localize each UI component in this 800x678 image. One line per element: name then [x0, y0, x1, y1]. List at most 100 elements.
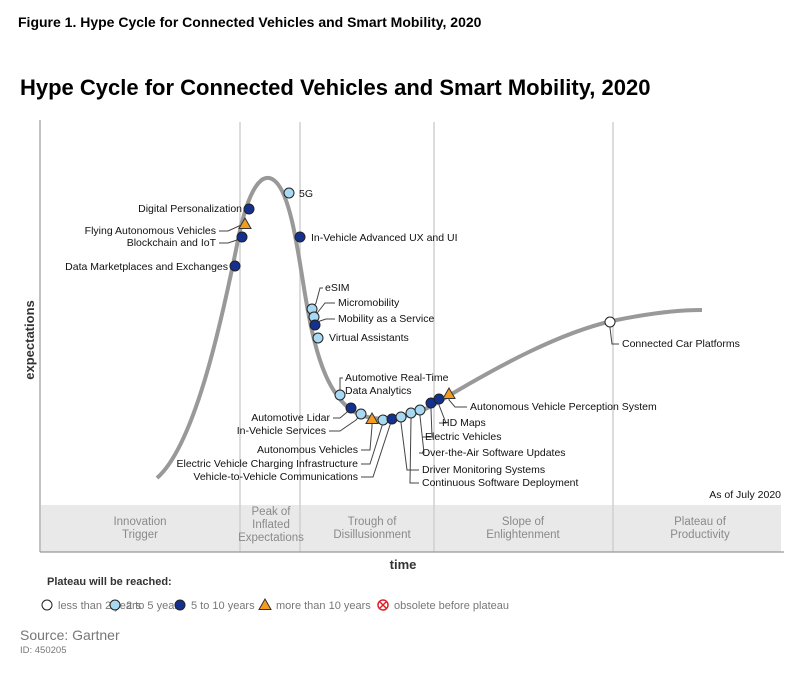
- phase-label: Slope of Enlightenment: [486, 516, 560, 541]
- technology-label: Electric Vehicle Charging Infrastructure: [177, 458, 359, 470]
- technology-item: Autonomous Vehicles: [257, 411, 379, 456]
- document-id: ID: 450205: [20, 645, 66, 656]
- marker-2to5-icon: [283, 187, 295, 199]
- technology-item: Electric Vehicle Charging Infrastructure: [177, 414, 389, 470]
- phase-labels: Innovation Trigger Peak of Inflated Expectat…: [113, 506, 730, 544]
- legend-label: 5 to 10 years: [191, 600, 255, 612]
- marker-5to10-icon: [386, 413, 398, 425]
- technology-label: Automotive Real-Time Data Analytics: [345, 372, 449, 397]
- legend-circle-icon: [109, 599, 121, 611]
- marker-2to5-icon: [405, 407, 417, 419]
- legend-item: 5 to 10 years: [174, 599, 255, 612]
- technology-label: Automotive Lidar: [251, 412, 330, 424]
- marker-2to5-icon: [312, 332, 324, 344]
- leader-line: [409, 413, 419, 484]
- technology-label: eSIM: [325, 282, 350, 294]
- technology-label: HD Maps: [442, 417, 486, 429]
- technology-label: Data Marketplaces and Exchanges: [65, 261, 228, 273]
- technology-item: In-Vehicle Advanced UX and UI: [294, 231, 458, 244]
- technology-item: 5G: [283, 187, 313, 200]
- legend-label: less than 2 years: [58, 600, 142, 612]
- phase-label: Peak of Inflated Expectations: [238, 506, 304, 544]
- technology-item: HD Maps: [433, 393, 486, 429]
- phase-dividers: [239, 122, 614, 552]
- marker-2to5-icon: [395, 411, 407, 423]
- technology-item: Autonomous Vehicle Perception System: [442, 386, 657, 413]
- technology-label: Digital Personalization: [138, 203, 242, 215]
- source-text: Source: Gartner: [20, 627, 120, 643]
- legend-circle-icon: [41, 599, 53, 611]
- marker-2to5-icon: [377, 414, 389, 426]
- phase-label: Plateau of Productivity: [670, 516, 730, 541]
- legend-triangle-icon: [258, 597, 272, 610]
- technology-label: Micromobility: [338, 297, 400, 309]
- phase-label: Trough of Disillusionment: [333, 516, 411, 541]
- marker-gt10-icon: [365, 411, 379, 424]
- marker-5to10-icon: [229, 260, 241, 272]
- marker-5to10-icon: [243, 203, 255, 215]
- marker-gt10-icon: [238, 216, 252, 229]
- legend-item: obsolete before plateau: [377, 599, 509, 612]
- technology-label: Virtual Assistants: [329, 332, 409, 344]
- technology-item: Flying Autonomous Vehicles: [85, 216, 252, 237]
- phase-band: [41, 505, 781, 552]
- leader-line: [361, 418, 393, 478]
- phase-label: Innovation Trigger: [113, 516, 166, 541]
- technology-item: Data Marketplaces and Exchanges: [65, 260, 241, 273]
- technology-label: 5G: [299, 188, 313, 200]
- technology-item: eSIM: [306, 282, 350, 315]
- marker-2to5-icon: [334, 389, 346, 401]
- technology-item: Automotive Real-Time Data Analytics: [334, 372, 449, 401]
- technology-label: Blockchain and IoT: [127, 237, 217, 249]
- technology-item: Electric Vehicles: [425, 397, 501, 443]
- legend-label: 2 to 5 years: [126, 600, 184, 612]
- technology-label: Autonomous Vehicle Perception System: [470, 401, 657, 413]
- technology-item: In-Vehicle Services: [237, 408, 367, 437]
- technology-label: Vehicle-to-Vehicle Communications: [193, 471, 358, 483]
- technology-label: Mobility as a Service: [338, 313, 434, 325]
- chart-title: Hype Cycle for Connected Vehicles and Sm…: [20, 75, 650, 100]
- technology-label: Over-the-Air Software Updates: [422, 447, 566, 459]
- figure-caption: Figure 1. Hype Cycle for Connected Vehic…: [18, 14, 482, 30]
- technology-item: Digital Personalization: [138, 203, 255, 215]
- marker-5to10-icon: [309, 319, 321, 331]
- technology-label: Connected Car Platforms: [622, 338, 740, 350]
- technology-item: Continuous Software Deployment: [405, 407, 579, 489]
- marker-gt10-icon: [442, 386, 456, 399]
- legend-title: Plateau will be reached:: [47, 576, 172, 588]
- technology-label: In-Vehicle Advanced UX and UI: [311, 232, 458, 244]
- x-axis-label: time: [390, 557, 417, 572]
- technology-label: In-Vehicle Services: [237, 425, 326, 437]
- marker-2to5-icon: [355, 408, 367, 420]
- legend-item: more than 10 years: [258, 597, 371, 612]
- marker-2to5-icon: [414, 404, 426, 416]
- technology-item: Blockchain and IoT: [127, 231, 248, 249]
- legend-label: obsolete before plateau: [394, 600, 509, 612]
- technology-label: Electric Vehicles: [425, 431, 501, 443]
- technology-label: Flying Autonomous Vehicles: [85, 225, 216, 237]
- technology-item: Over-the-Air Software Updates: [414, 404, 566, 459]
- as-of-date: As of July 2020: [709, 489, 781, 501]
- technology-label: Driver Monitoring Systems: [422, 464, 545, 476]
- technology-label: Autonomous Vehicles: [257, 444, 358, 456]
- marker-lt2-icon: [604, 316, 616, 328]
- technology-item: Driver Monitoring Systems: [395, 411, 545, 476]
- technology-label: Continuous Software Deployment: [422, 477, 579, 489]
- technology-markers: 5G Digital Personalization Flying Autonomo…: [65, 187, 740, 489]
- technology-item: Connected Car Platforms: [604, 316, 740, 350]
- technology-item: Mobility as a Service: [309, 313, 434, 331]
- y-axis-label: expectations: [22, 300, 37, 379]
- legend-crossed-circle-icon: [377, 599, 389, 611]
- marker-5to10-icon: [345, 402, 357, 414]
- technology-item: Vehicle-to-Vehicle Communications: [193, 413, 398, 483]
- technology-item: Automotive Lidar: [251, 402, 357, 424]
- legend-item: 2 to 5 years: [109, 599, 184, 612]
- marker-5to10-icon: [294, 231, 306, 243]
- legend-item: less than 2 years: [41, 599, 142, 612]
- legend-circle-icon: [174, 599, 186, 611]
- technology-item: Virtual Assistants: [312, 332, 409, 344]
- marker-5to10-icon: [236, 231, 248, 243]
- legend-label: more than 10 years: [276, 600, 371, 612]
